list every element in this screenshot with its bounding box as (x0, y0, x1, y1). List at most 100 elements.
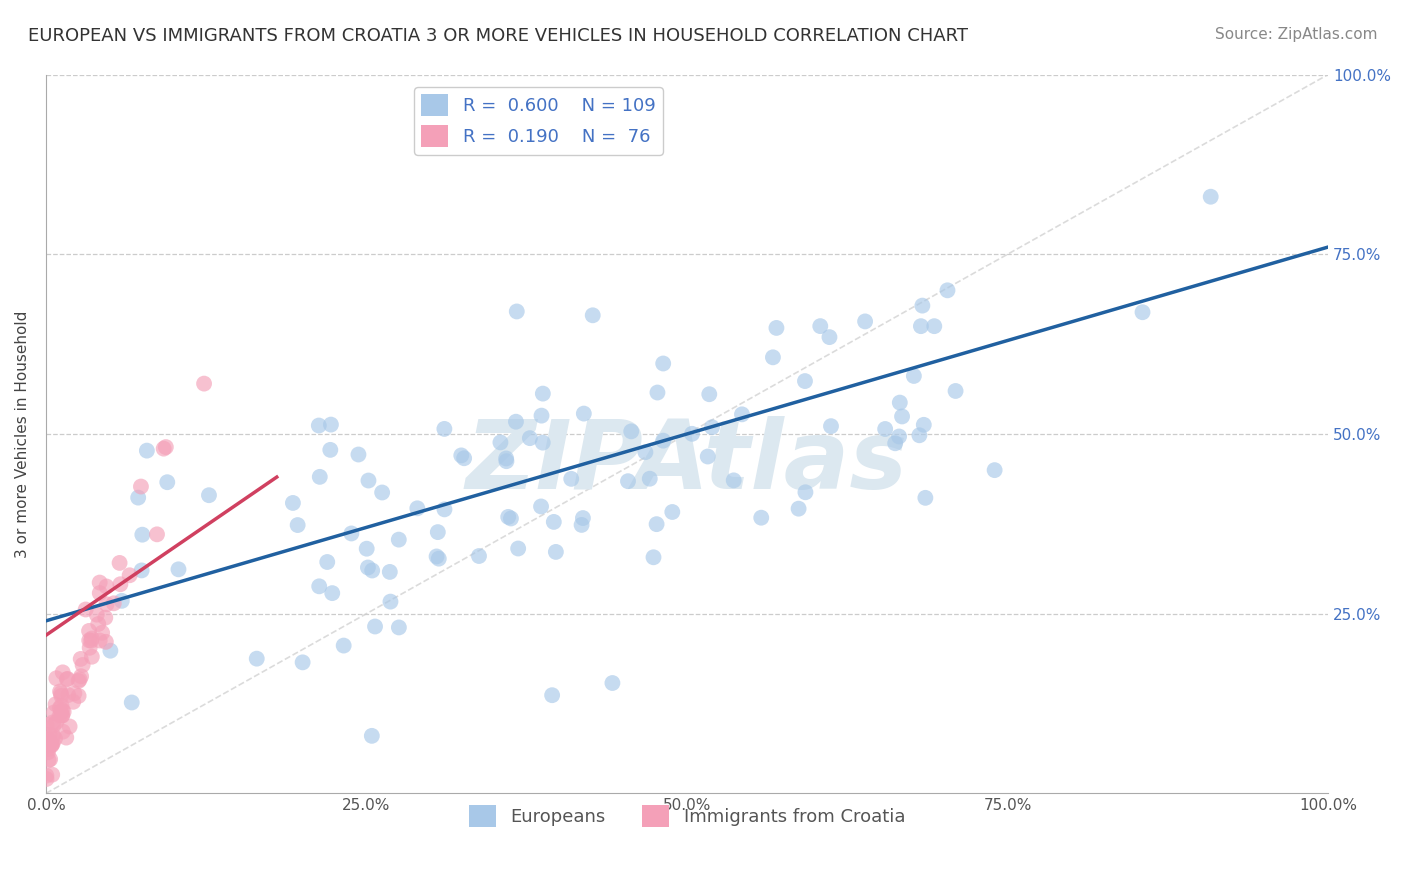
Point (77, 624, 100, 638)
Point (911, 299, 934, 313)
Point (52, 665, 75, 680)
Point (495, 451, 517, 466)
Point (945, 384, 967, 398)
Point (388, 533, 411, 547)
Point (89, 586, 111, 600)
Point (111, 594, 134, 608)
Point (41, 738, 63, 752)
Point (340, 526, 363, 541)
Text: ZIPAtlas: ZIPAtlas (465, 417, 908, 509)
Point (661, 505, 683, 519)
Point (543, 515, 565, 529)
Point (1199, 190, 1222, 204)
Point (468, 549, 491, 563)
Point (67, 673, 90, 688)
Point (308, 579, 330, 593)
Point (378, 565, 401, 579)
Point (499, 511, 522, 525)
Point (45, 715, 67, 730)
Point (51, 703, 73, 717)
Point (75, 602, 97, 616)
Point (52, 705, 75, 719)
Point (80, 632, 103, 646)
Point (818, 330, 841, 344)
Point (541, 688, 564, 702)
Point (37, 745, 59, 759)
Point (638, 472, 661, 486)
Point (77, 633, 100, 648)
Point (681, 426, 703, 441)
Point (571, 517, 593, 532)
Point (645, 517, 668, 532)
Point (908, 428, 931, 442)
Point (696, 450, 718, 464)
Point (426, 525, 449, 540)
Point (56, 672, 79, 686)
Text: Source: ZipAtlas.com: Source: ZipAtlas.com (1215, 27, 1378, 42)
Point (49, 686, 72, 700)
Point (131, 527, 153, 541)
Point (912, 417, 935, 432)
Point (89, 633, 111, 648)
Point (41, 736, 63, 750)
Point (91, 625, 114, 640)
Point (37, 732, 59, 747)
Point (42, 728, 65, 742)
Point (135, 443, 157, 458)
Point (316, 555, 339, 569)
Point (35, 772, 58, 786)
Point (63, 686, 86, 700)
Point (49, 684, 72, 698)
Point (67, 689, 90, 703)
Point (794, 485, 817, 500)
Point (308, 418, 330, 433)
Point (371, 485, 394, 500)
Point (287, 518, 309, 533)
Point (38, 728, 60, 742)
Point (643, 550, 665, 565)
Point (433, 422, 456, 436)
Y-axis label: 3 or more Vehicles in Household: 3 or more Vehicles in Household (15, 310, 30, 558)
Point (38, 732, 60, 747)
Point (364, 619, 387, 633)
Point (58, 719, 80, 733)
Point (531, 435, 554, 450)
Point (55, 731, 77, 745)
Point (127, 491, 149, 505)
Point (853, 314, 876, 328)
Point (572, 511, 595, 525)
Point (700, 420, 723, 434)
Point (889, 395, 911, 409)
Point (246, 651, 269, 665)
Point (41, 739, 63, 753)
Point (35, 768, 58, 782)
Point (96, 597, 118, 611)
Point (489, 435, 512, 450)
Point (45, 671, 67, 685)
Point (914, 491, 936, 505)
Point (634, 445, 657, 459)
Point (80, 649, 103, 664)
Point (697, 387, 720, 401)
Point (321, 586, 343, 600)
Point (69, 673, 91, 687)
Point (87, 617, 110, 632)
Point (426, 549, 449, 564)
Point (86, 607, 108, 622)
Point (433, 502, 456, 516)
Point (620, 425, 643, 439)
Point (360, 729, 382, 743)
Point (347, 448, 370, 462)
Point (281, 496, 304, 510)
Point (79, 640, 101, 655)
Point (51, 708, 73, 723)
Point (41, 767, 63, 781)
Point (453, 451, 475, 466)
Point (531, 386, 554, 401)
Point (787, 501, 810, 516)
Point (155, 440, 177, 454)
Point (156, 475, 179, 490)
Point (291, 656, 314, 670)
Point (406, 501, 429, 516)
Point (52, 724, 75, 739)
